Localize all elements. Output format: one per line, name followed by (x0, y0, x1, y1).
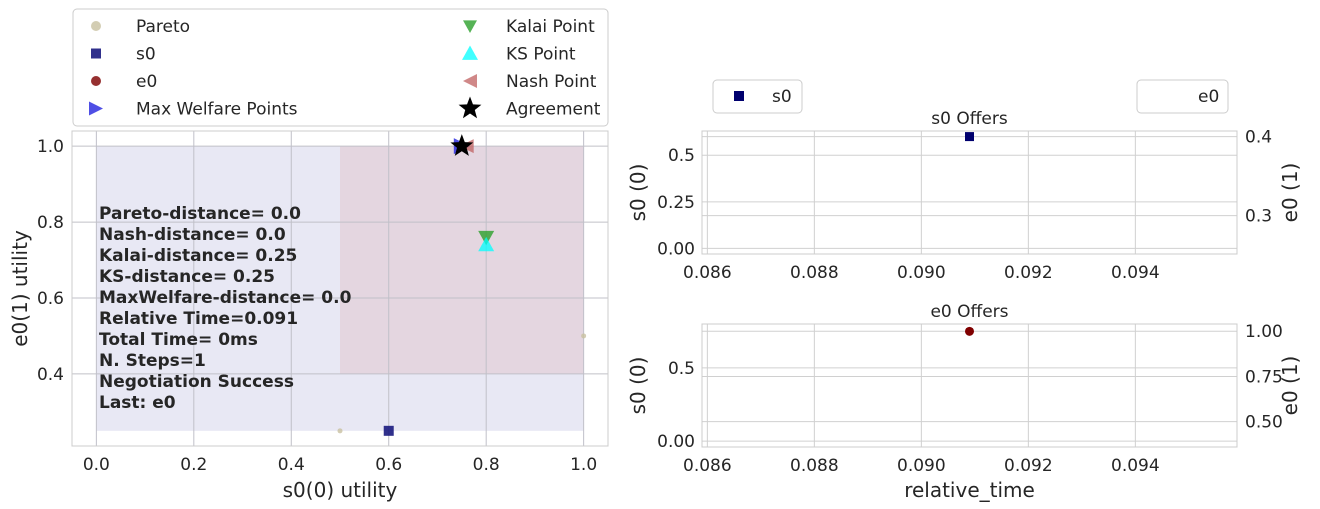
legend-label: e0 (1198, 87, 1219, 107)
legend-marker (734, 91, 744, 101)
point-pareto (581, 333, 587, 339)
x-tick-label: 0.8 (473, 455, 500, 475)
plot-title: s0 Offers (931, 109, 1008, 129)
y-right-axis-label: e0 (1) (1278, 356, 1302, 416)
annotation-line: Last: e0 (99, 393, 176, 413)
legend-label: e0 (136, 72, 157, 92)
y-right-tick-label: 1.00 (1245, 322, 1283, 342)
y-tick-label: 0.5 (668, 359, 695, 379)
legend-box-left (712, 79, 803, 114)
x-tick-label: 0.092 (1004, 263, 1053, 283)
y-right-tick-label: 0.50 (1245, 413, 1283, 433)
utility-plot: 0.0 0.2 0.4 0.6 0.8 1.0 0.4 0.6 0.8 1.0 s0(0) util… (8, 8, 609, 502)
legend-box (72, 8, 609, 127)
legend-marker (89, 101, 103, 116)
annotation-line: Kalai-distance= 0.25 (99, 246, 297, 266)
point-s0 (965, 132, 974, 142)
point-agreement (450, 134, 474, 156)
legend-label: Max Welfare Points (136, 100, 298, 120)
x-tick-label: 0.088 (790, 263, 839, 283)
plot-area (702, 131, 1237, 254)
annotation-line: N. Steps=1 (99, 351, 206, 371)
plot-frame (71, 130, 609, 447)
legend-label: Nash Point (506, 72, 597, 92)
legend-marker (458, 96, 482, 119)
x-axis-label: relative_time (904, 478, 1035, 502)
annotation-line: Total Time= 0ms (99, 330, 258, 350)
annotation-line: Nash-distance= 0.0 (99, 225, 286, 245)
x-axis-label: s0(0) utility (283, 478, 398, 502)
legend-label: KS Point (506, 45, 576, 65)
legend-marker (91, 21, 101, 31)
annotation-line: KS-distance= 0.25 (99, 267, 275, 287)
plot-frame (701, 323, 1238, 448)
plot-frame (701, 130, 1238, 255)
x-tick-label: 0.2 (180, 455, 207, 475)
x-tick-label: 0.6 (375, 455, 402, 475)
y-axis-label: s0 (0) (626, 164, 650, 222)
legend-marker (462, 45, 478, 60)
x-tick-label: 0.086 (683, 263, 732, 283)
y-tick-label: 0.00 (657, 432, 695, 452)
e0-offers-plot: 0.086 0.088 0.090 0.092 0.094 0.00 0.5 0.50 0.75… (626, 302, 1302, 502)
annotation-line: Relative Time=0.091 (99, 309, 298, 329)
plot-title: e0 Offers (930, 302, 1008, 322)
x-tick-label: 0.088 (790, 456, 839, 476)
y-tick-label: 0.5 (668, 146, 695, 166)
point-pareto (337, 428, 343, 434)
y-tick-label: 1.0 (37, 137, 64, 157)
annotation-line: MaxWelfare-distance= 0.0 (99, 288, 352, 308)
x-tick-label: 0.4 (278, 455, 305, 475)
y-tick-label: 0.25 (657, 193, 695, 213)
annotation-line: Pareto-distance= 0.0 (99, 204, 301, 224)
y-tick-label: 0.6 (37, 289, 64, 309)
legend-marker (91, 48, 101, 59)
x-tick-label: 0.094 (1111, 456, 1160, 476)
legend-label: Pareto (136, 17, 190, 37)
legend-marker (463, 20, 477, 33)
x-tick-label: 0.092 (1004, 456, 1053, 476)
point-e0 (965, 326, 974, 336)
x-tick-label: 0.086 (683, 456, 732, 476)
annotation-line: Negotiation Success (99, 372, 294, 392)
s0-offers-plot: 0.086 0.088 0.090 0.092 0.094 0.00 0.25 0.5 0.3 0… (626, 79, 1302, 283)
y-axis-label: s0 (0) (626, 357, 650, 415)
x-tick-label: 0.090 (897, 456, 946, 476)
y-tick-label: 0.00 (657, 239, 695, 259)
legend-label: Agreement (506, 100, 601, 120)
legend-label: s0 (136, 45, 156, 65)
legend-marker (91, 76, 101, 86)
plot-area (702, 324, 1237, 447)
legend-label: s0 (772, 87, 792, 107)
legend-label: Kalai Point (506, 17, 595, 37)
y-axis-label: e0(1) utility (8, 230, 32, 347)
x-tick-label: 0.090 (897, 263, 946, 283)
y-right-axis-label: e0 (1) (1278, 163, 1302, 223)
point-s0 (383, 425, 394, 436)
x-tick-label: 0.094 (1111, 263, 1160, 283)
region-e0 (340, 146, 584, 374)
y-right-tick-label: 0.3 (1245, 207, 1272, 227)
y-tick-label: 0.8 (37, 213, 64, 233)
y-right-tick-label: 0.4 (1245, 128, 1272, 148)
legend-marker (463, 74, 477, 88)
y-right-tick-label: 0.75 (1245, 367, 1283, 387)
y-tick-label: 0.4 (37, 365, 64, 385)
x-tick-label: 0.0 (83, 455, 110, 475)
x-tick-label: 1.0 (570, 455, 597, 475)
point-ks-point (478, 236, 495, 252)
legend-box-right (1136, 79, 1229, 114)
